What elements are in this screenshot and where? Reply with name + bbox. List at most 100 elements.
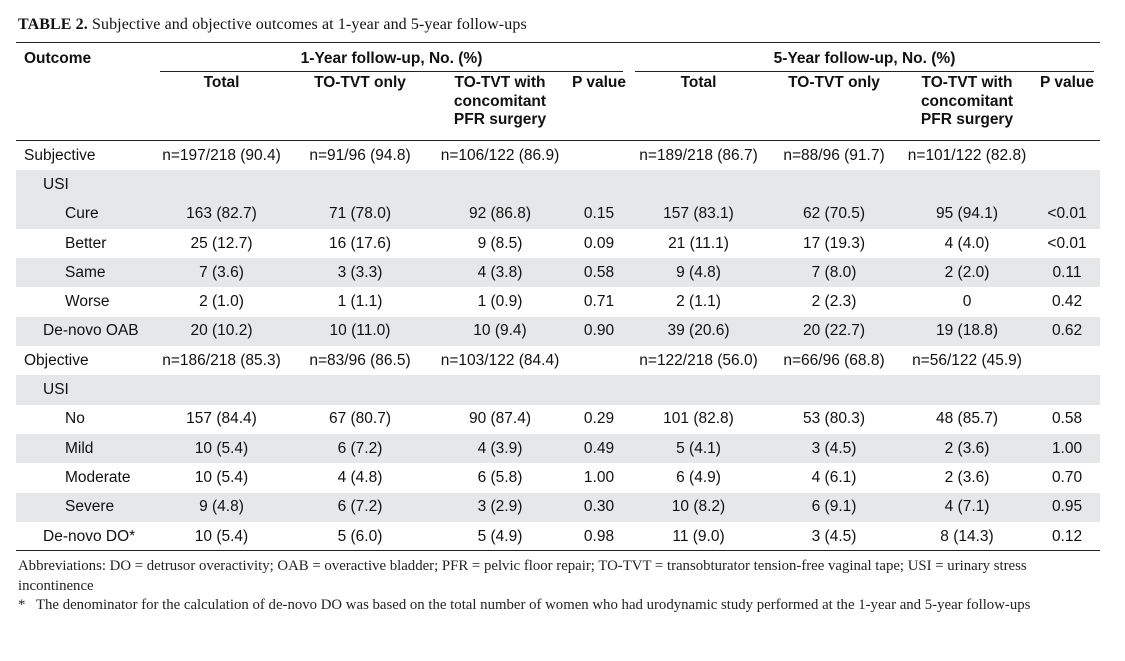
table-cell: 6 (7.2): [289, 492, 431, 522]
table-cell: 20 (10.2): [154, 316, 289, 347]
table-cell: 157 (83.1): [629, 199, 769, 229]
table-cell: 0.42: [1051, 293, 1083, 311]
table-cell: 0.90: [569, 316, 630, 347]
table-row: Cure 163 (82.7) 71 (78.0) 92 (86.8) 0.15 157 …: [16, 199, 1101, 229]
header-1y-totvt-only: TO-TVT only: [314, 74, 406, 91]
table-cell: [1034, 375, 1101, 405]
table-cell: [154, 170, 289, 200]
table-cell: n=189/218 (86.7): [639, 146, 758, 164]
table-cell: 4 (6.1): [811, 468, 857, 486]
table-cell: 6 (4.9): [676, 468, 721, 486]
table-cell: 6 (7.2): [289, 433, 431, 464]
row-label: Objective: [24, 351, 89, 369]
header-group-row: Outcome 1-Year follow-up, No. (%) 5-Year…: [16, 44, 1100, 74]
header-1y-pvalue: P value: [572, 74, 627, 91]
table-cell: n=88/96 (91.7): [783, 146, 885, 164]
table-cell: 9 (4.8): [154, 492, 289, 522]
table-cell: n=56/122 (45.9): [912, 351, 1022, 369]
header-sub-row: Total TO-TVT only TO-TVT with concomitan…: [16, 74, 1100, 140]
table-cell: n=122/218 (56.0): [639, 351, 758, 369]
table-top-rule: [16, 42, 1100, 43]
row-label: Cure: [16, 199, 154, 229]
header-5y-total: Total: [680, 74, 717, 91]
table-cell: [289, 375, 431, 405]
table-cell: 5 (4.9): [477, 527, 523, 545]
header-group-1-year: 1-Year follow-up, No. (%): [154, 44, 629, 74]
footnote-text: The denominator for the calculation of d…: [36, 597, 1031, 613]
table-cell: 11 (9.0): [672, 527, 725, 545]
table-cell: n=101/122 (82.8): [907, 146, 1027, 164]
table-cell: 90 (87.4): [468, 410, 532, 428]
table-cell: 0.71: [583, 293, 615, 311]
header-5y-totvt-pfr: TO-TVT with concomitant PFR surgery: [920, 74, 1014, 128]
table-cell: 71 (78.0): [289, 199, 431, 229]
table-row: De-novo DO* 10 (5.4) 5 (6.0) 5 (4.9) 0.98 11 …: [16, 522, 1100, 551]
table-cell: 4 (7.1): [900, 492, 1035, 522]
table-cell: [629, 375, 769, 405]
table-cell: 2 (2.0): [900, 258, 1035, 288]
table-cell: n=66/96 (68.8): [783, 351, 885, 369]
table-cell: 62 (70.5): [768, 199, 901, 229]
header-1y-totvt-pfr: TO-TVT with concomitant PFR surgery: [453, 74, 547, 128]
table-cell: 0.62: [1034, 316, 1101, 347]
table-cell: [289, 170, 431, 200]
row-label: Better: [65, 234, 107, 252]
table-cell: 2 (2.3): [811, 293, 857, 311]
table-cell: 4 (4.8): [337, 468, 383, 486]
header-5y-totvt-only: TO-TVT only: [788, 74, 880, 91]
table-cell: 3 (4.5): [768, 433, 901, 464]
table-cell: n=103/122 (84.4): [440, 351, 560, 369]
table-row: Moderate 10 (5.4) 4 (4.8) 6 (5.8) 1.00 6 (4.9…: [16, 463, 1100, 492]
header-outcome: Outcome: [24, 50, 92, 67]
table-row: Worse 2 (1.0) 1 (1.1) 1 (0.9) 0.71 2 (1.1) 2 (…: [16, 287, 1100, 316]
table-cell: 3 (2.9): [431, 492, 569, 522]
table-cell: 4 (4.0): [944, 234, 990, 252]
table-cell: 7 (3.6): [154, 258, 289, 288]
table-cell: 1 (0.9): [477, 293, 523, 311]
table-cell: [900, 170, 1035, 200]
table-cell: [154, 375, 289, 405]
table-cell: 4 (3.9): [431, 433, 569, 464]
footnote-mark: *: [18, 597, 26, 613]
table-cell: [431, 170, 569, 200]
table-cell: [768, 170, 901, 200]
table-cell: 163 (82.7): [154, 199, 289, 229]
table-cell: <0.01: [1034, 199, 1101, 229]
table-cell: 0: [962, 293, 972, 311]
table-cell: 25 (12.7): [190, 234, 253, 252]
table-cell: [569, 141, 629, 171]
abbreviations-note: Abbreviations: DO = detrusor overactivit…: [18, 558, 1027, 594]
table-cell: 10 (11.0): [289, 316, 431, 347]
table-cell: n=186/218 (85.3): [162, 351, 281, 369]
table-cell: [1034, 141, 1100, 171]
table-cell: [1034, 170, 1101, 200]
table-caption-text: Subjective and objective outcomes at 1-y…: [91, 16, 527, 33]
table-cell: [768, 375, 901, 405]
table-cell: n=91/96 (94.8): [309, 146, 411, 164]
table-cell: 1 (1.1): [337, 293, 383, 311]
table-row: Mild 10 (5.4) 6 (7.2) 4 (3.9) 0.49 5 (4.1) 3 (…: [16, 433, 1101, 464]
table-cell: [569, 170, 630, 200]
table-cell: [431, 375, 569, 405]
table-cell: [569, 375, 630, 405]
table-cell: 10 (5.4): [194, 527, 249, 545]
table-caption: TABLE 2. Subjective and objective outcom…: [18, 16, 527, 34]
table-cell: 16 (17.6): [328, 234, 392, 252]
table-cell: 0.58: [569, 258, 630, 288]
table-cell: 6 (5.8): [477, 468, 523, 486]
table-cell: 39 (20.6): [629, 316, 769, 347]
table-cell: 67 (80.7): [328, 410, 392, 428]
row-label: No: [65, 410, 85, 428]
table-cell: 1.00: [583, 468, 615, 486]
table-cell: 0.11: [1034, 258, 1101, 288]
table-cell: 0.15: [569, 199, 630, 229]
table-cell: 2 (1.0): [199, 293, 244, 311]
header-group-5-year: 5-Year follow-up, No. (%): [629, 44, 1100, 74]
table-cell: n=106/122 (86.9): [440, 146, 560, 164]
table-cell: 0.95: [1034, 492, 1101, 522]
row-label: Mild: [16, 433, 154, 464]
table-caption-label: TABLE 2.: [18, 16, 88, 33]
table-cell: 19 (18.8): [900, 316, 1035, 347]
table-cell: 0.70: [1051, 468, 1083, 486]
